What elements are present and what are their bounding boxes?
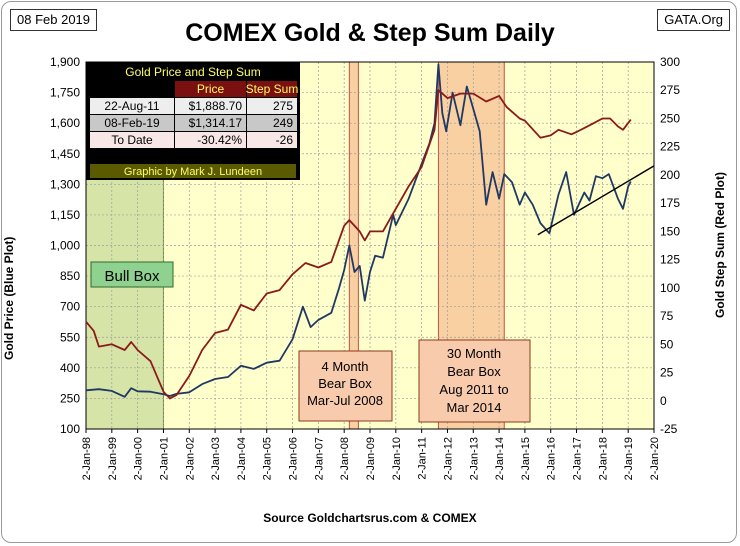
x-tick-label: 2-Jan-07 (313, 437, 325, 480)
y-tick-label-left: 250 (60, 391, 80, 405)
data-table-cell-bg (247, 98, 297, 114)
y-tick-label-right: -25 (660, 422, 678, 436)
x-tick-label: 2-Jan-15 (520, 437, 532, 480)
data-table-cell: 22-Aug-11 (104, 99, 159, 113)
x-tick-label: 2-Jan-98 (81, 437, 93, 480)
data-table-cell-bg (90, 115, 174, 131)
y-tick-label-right: 200 (660, 168, 680, 182)
x-tick-label: 2-Jan-01 (158, 437, 170, 480)
y-tick-label-left: 400 (60, 361, 80, 375)
bear-box-2011-label: Aug 2011 to (439, 382, 508, 397)
y-tick-label-left: 550 (60, 330, 80, 344)
data-table-cell-bg (247, 115, 297, 131)
x-tick-label: 2-Jan-16 (546, 437, 558, 480)
y-tick-label-left: 1,300 (50, 177, 80, 191)
trend-line (537, 165, 655, 236)
x-tick-label: 2-Jan-10 (391, 437, 403, 480)
data-table-credit-bg (90, 164, 296, 178)
step-sum-line (85, 89, 632, 400)
y-tick-label-right: 300 (660, 55, 680, 69)
data-table-header-cell (175, 81, 246, 97)
data-table-cell-bg (175, 98, 246, 114)
bear-box-2008-label: Mar-Jul 2008 (307, 393, 383, 408)
x-tick-label: 2-Jan-09 (365, 437, 377, 480)
data-table-cell: -30.42% (197, 133, 242, 147)
site-tag: GATA.Org (657, 9, 730, 31)
y-tick-label-right: 75 (660, 309, 674, 323)
data-table-credit: Graphic by Mark J. Lundeen (124, 166, 262, 178)
data-table-cell-bg (90, 98, 174, 114)
y-tick-label-left: 1,450 (50, 147, 80, 161)
x-tick-label: 2-Jan-18 (597, 437, 609, 480)
data-table-cell: 08-Feb-19 (104, 116, 160, 130)
data-table-header: Step Sum (246, 82, 299, 96)
data-table-cell-bg (247, 132, 297, 148)
y-tick-label-right: 50 (660, 337, 674, 351)
y-tick-label-left: 1,000 (50, 239, 80, 253)
data-table-cell-bg (175, 132, 246, 148)
x-tick-label: 2-Jan-14 (494, 437, 506, 480)
x-tick-label: 2-Jan-04 (236, 437, 248, 480)
chart-title: COMEX Gold & Step Sum Daily (185, 19, 555, 47)
bear-box-2011-label: Mar 2014 (447, 400, 502, 415)
y-tick-label-left: 1,150 (50, 208, 80, 222)
x-tick-label: 2-Jan-03 (210, 437, 222, 480)
date-tag: 08 Feb 2019 (10, 9, 98, 31)
bear-box-2011-label-bg (418, 339, 531, 423)
chart-source: Source Goldchartsrus.com & COMEX (263, 511, 477, 525)
y-tick-label-right: 25 (660, 366, 674, 380)
x-tick-label: 2-Jan-20 (649, 437, 661, 480)
data-table-cell: $1,888.70 (189, 99, 243, 113)
y-tick-label-left: 700 (60, 300, 80, 314)
x-tick-label: 2-Jan-08 (339, 437, 351, 480)
data-table-cell: -26 (276, 133, 294, 147)
bear-box-2008-label: 4 Month (322, 359, 369, 374)
x-tick-label: 2-Jan-05 (262, 437, 274, 480)
y-tick-label-right: 125 (660, 253, 680, 267)
y-tick-label-left: 1,900 (50, 55, 80, 69)
data-table-cell: $1,314.17 (189, 116, 243, 130)
y-tick-label-right: 100 (660, 281, 680, 295)
y-tick-label-right: 275 (660, 83, 680, 97)
x-tick-label: 2-Jan-99 (107, 437, 119, 480)
data-table-header-cell (247, 81, 297, 97)
data-table-title: Gold Price and Step Sum (125, 65, 260, 79)
bear-box-2011-label: 30 Month (447, 346, 501, 361)
y-tick-label-right: 150 (660, 224, 680, 238)
y-tick-label-right: 225 (660, 140, 680, 154)
bull-box-label: Bull Box (104, 268, 160, 285)
bear-box-2011-label: Bear Box (447, 364, 501, 379)
bull-box-label-bg (90, 261, 174, 288)
plot-border (85, 61, 655, 430)
data-table-cell-bg (175, 115, 246, 131)
data-table-cell: 249 (273, 116, 293, 130)
x-tick-label: 2-Jan-13 (468, 437, 480, 480)
y-tick-label-right: 0 (660, 394, 667, 408)
bear-box-2008-label-bg (298, 350, 393, 422)
x-tick-label: 2-Jan-11 (417, 437, 429, 480)
data-table-cell-bg (90, 132, 174, 148)
x-tick-label: 2-Jan-06 (288, 437, 300, 480)
y-tick-label-left: 1,600 (50, 116, 80, 130)
y-tick-label-left: 100 (60, 422, 80, 436)
x-tick-label: 2-Jan-00 (133, 437, 145, 480)
y-tick-label-left: 1,750 (50, 86, 80, 100)
data-table-header: Price (197, 82, 225, 96)
y-tick-label-right: 175 (660, 196, 680, 210)
data-table-cell: 275 (273, 99, 293, 113)
x-tick-label: 2-Jan-02 (184, 437, 196, 480)
bear-box-2008-label: Bear Box (318, 376, 372, 391)
gold-price-line (85, 63, 632, 398)
data-table-cell: To Date (111, 133, 153, 147)
y-tick-label-right: 250 (660, 111, 680, 125)
y-tick-label-left: 850 (60, 269, 80, 283)
x-tick-label: 2-Jan-19 (623, 437, 635, 480)
x-tick-label: 2-Jan-12 (442, 437, 454, 480)
x-tick-label: 2-Jan-17 (572, 437, 584, 480)
